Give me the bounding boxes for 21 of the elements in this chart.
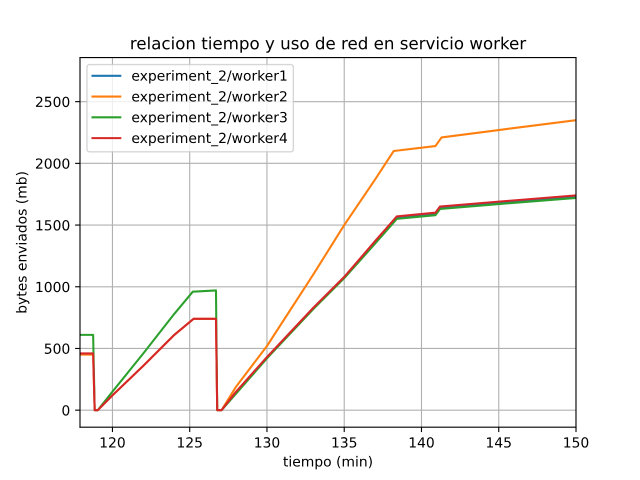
x-tick-label: 130 [255,437,280,448]
chart-title: relacion tiempo y uso de red en servicio worker [131,36,526,53]
legend-label: experiment_2/worker4 [132,132,288,146]
legend-label: experiment_2/worker3 [132,112,287,126]
x-tick-label: 140 [410,437,434,448]
y-tick-label: 1500 [36,220,70,231]
line-series [396,196,576,219]
x-axis-title: tiempo (min) [283,456,372,470]
x-tick-label: 125 [178,437,202,448]
y-tick-label: 2500 [36,96,70,108]
x-tick-label: 120 [100,437,125,448]
y-tick-label: 1000 [36,282,70,292]
y-tick-label: 500 [44,343,70,354]
y-tick-label: 0 [62,405,70,416]
legend-label: experiment_2/worker1 [132,70,287,84]
legend-label: experiment_2/worker2 [132,90,286,105]
x-tick-label: 150 [564,437,588,448]
y-axis-title: bytes enviados (mb) [16,172,30,313]
x-tick-label: 135 [332,437,356,448]
x-tick-label: 145 [487,437,511,448]
y-tick-label: 2000 [36,158,70,169]
